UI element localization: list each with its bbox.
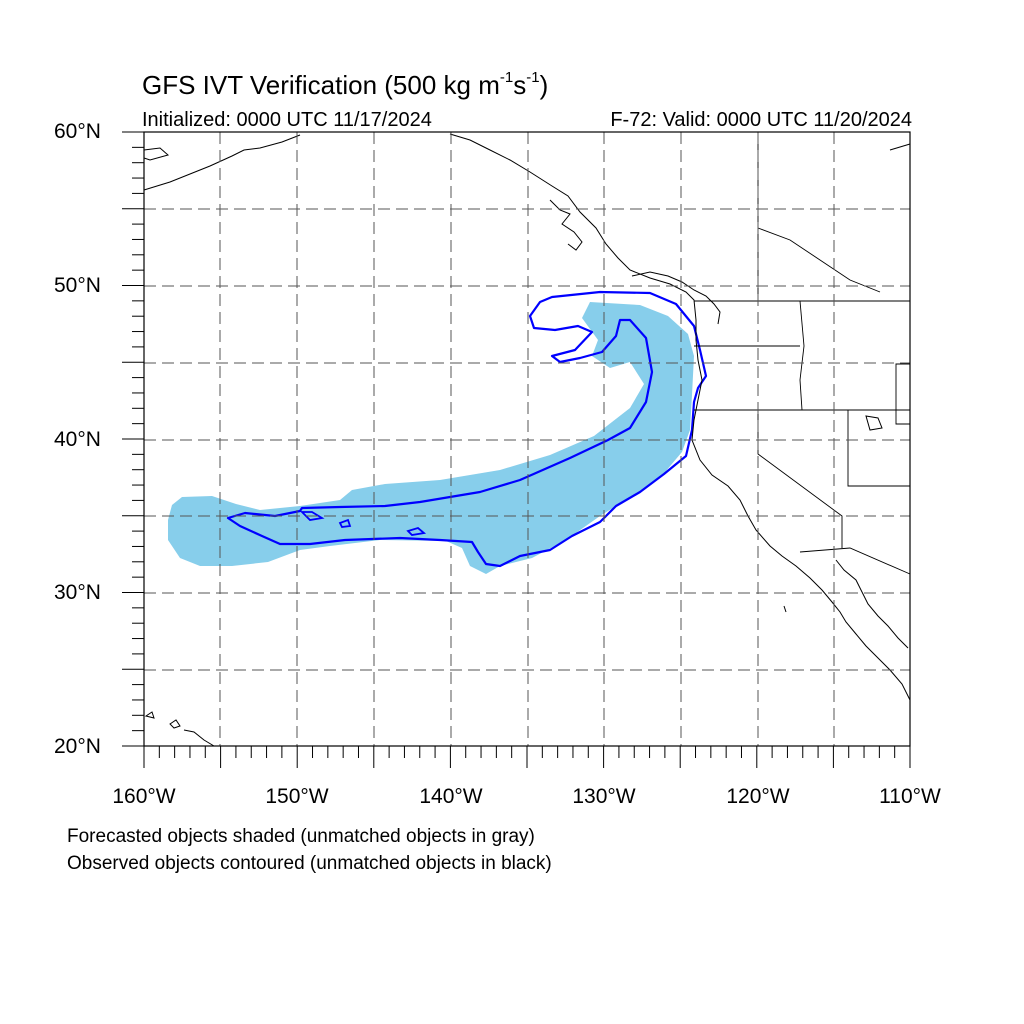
graticule xyxy=(144,132,910,746)
title-unit-s: s xyxy=(513,70,527,100)
lat-label-20n: 20°N xyxy=(54,735,101,758)
map-title: GFS IVT Verification (500 kg m-1s-1) xyxy=(142,69,549,101)
lon-label-150w: 150°W xyxy=(265,785,329,808)
observed-ivt-contour-fragment xyxy=(299,511,325,521)
observed-ivt-contour-fragment xyxy=(338,518,427,536)
title-exponent-1: -1 xyxy=(499,69,514,86)
forecast-note: Forecasted objects shaded (unmatched obj… xyxy=(67,826,535,847)
lon-label-160w: 160°W xyxy=(112,785,176,808)
initialized-label: Initialized: 0000 UTC 11/17/2024 xyxy=(142,109,432,131)
observed-note: Observed objects contoured (unmatched ob… xyxy=(67,853,552,874)
lat-label-40n: 40°N xyxy=(54,428,101,451)
lat-label-60n: 60°N xyxy=(54,120,101,143)
lat-label-30n: 30°N xyxy=(54,581,101,604)
title-exponent-2: -1 xyxy=(526,69,540,86)
forecast-ivt-object xyxy=(168,302,694,574)
coastlines xyxy=(143,133,911,747)
lat-label-50n: 50°N xyxy=(54,274,101,297)
axis-ticks xyxy=(122,131,911,768)
lon-label-130w: 130°W xyxy=(572,785,636,808)
title-text: GFS IVT Verification (500 kg m xyxy=(142,70,500,100)
lon-label-110w: 110°W xyxy=(879,785,941,808)
lon-label-120w: 120°W xyxy=(726,785,790,808)
lon-label-140w: 140°W xyxy=(419,785,483,808)
title-close: ) xyxy=(539,70,549,100)
political-boundaries xyxy=(694,134,911,575)
valid-label: F-72: Valid: 0000 UTC 11/20/2024 xyxy=(610,109,912,131)
map-frame xyxy=(143,131,911,747)
